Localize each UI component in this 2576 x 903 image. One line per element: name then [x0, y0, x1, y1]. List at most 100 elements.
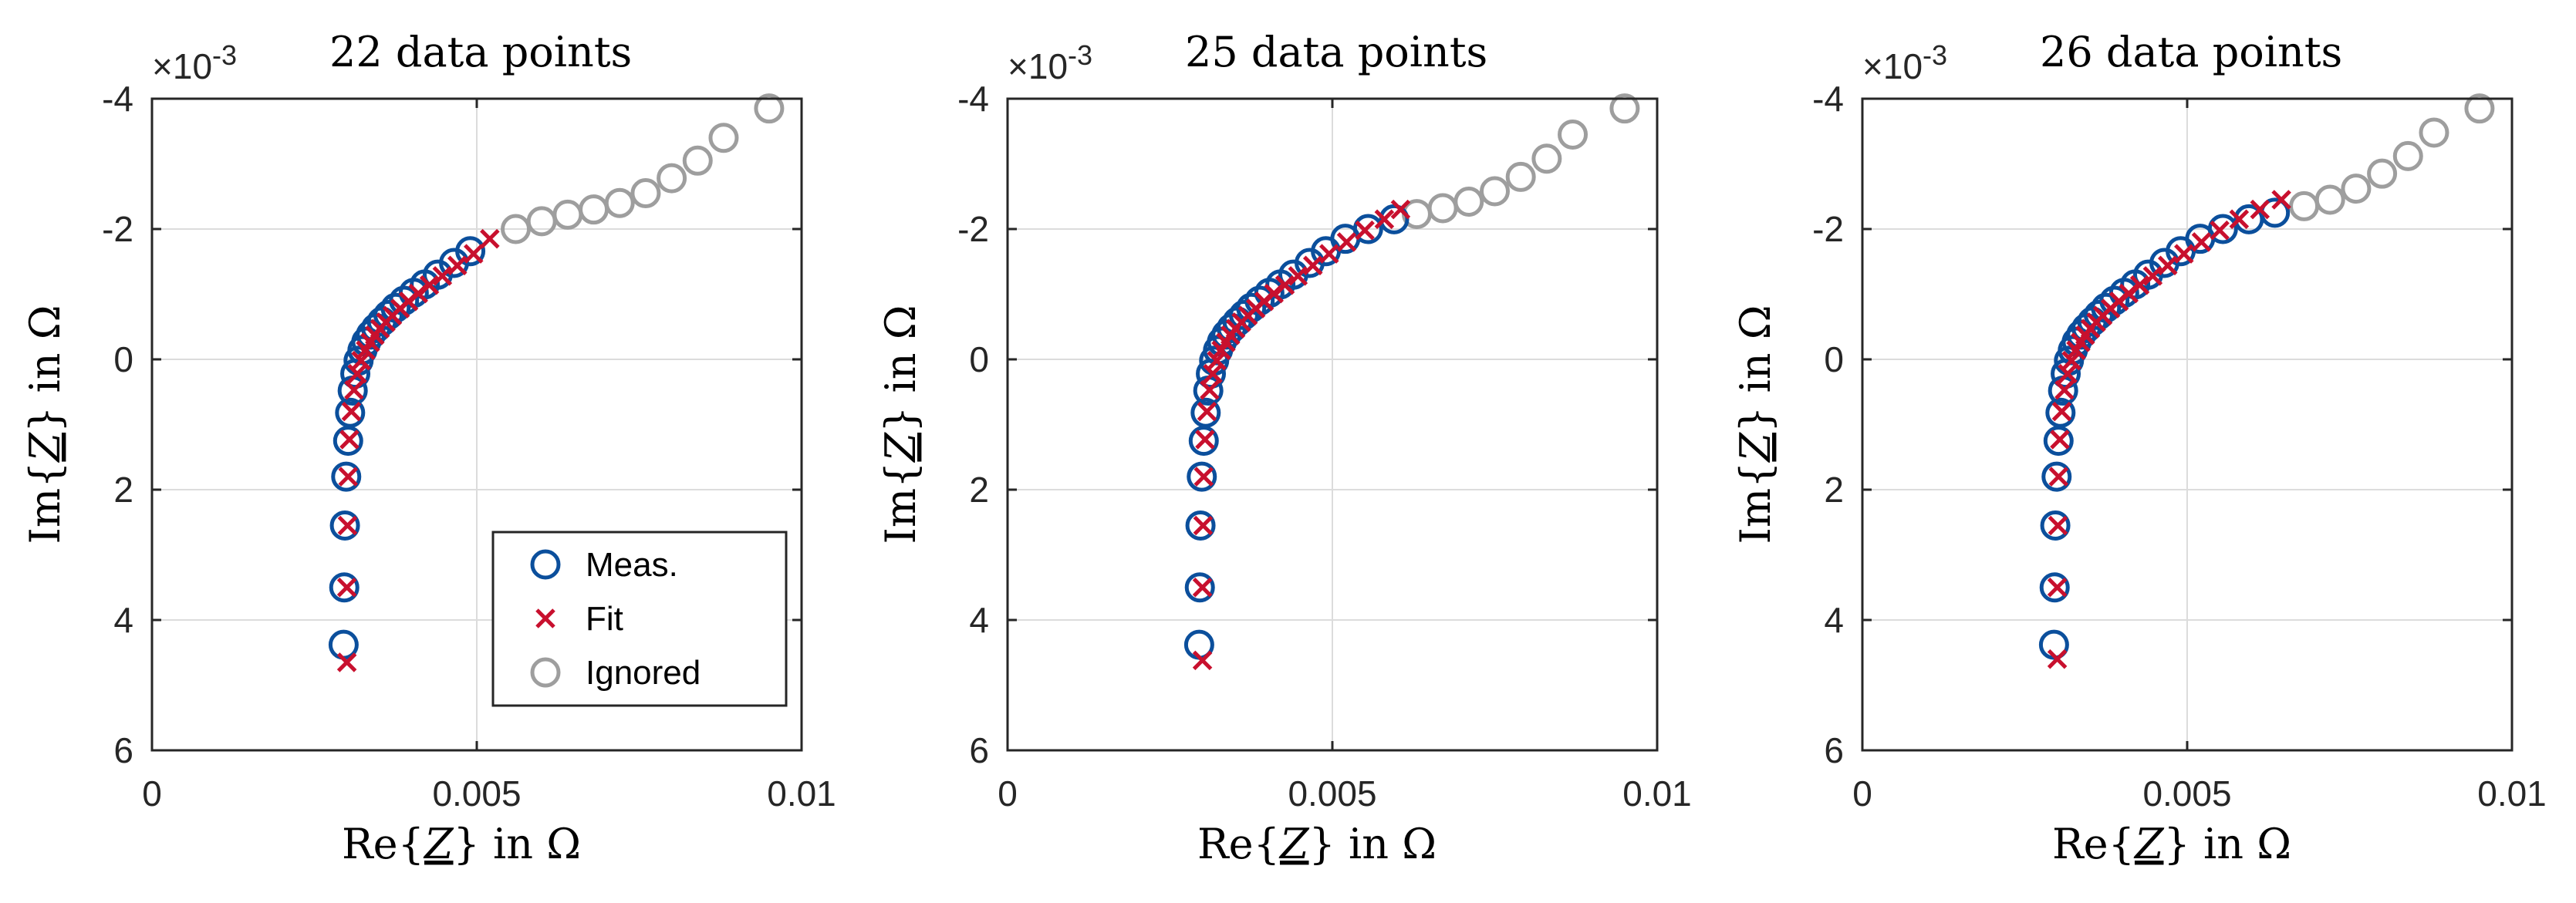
meas-point [2041, 461, 2072, 492]
fit-point [2048, 515, 2068, 536]
fit-point [1193, 467, 1214, 487]
fit-point [1319, 244, 1339, 264]
fit-point [464, 244, 484, 264]
y-tick-label: 6 [1824, 730, 1844, 770]
legend-label: Meas. [586, 546, 678, 584]
legend-box [491, 531, 788, 707]
meas-point [1379, 204, 1410, 234]
fit-point [2191, 232, 2212, 252]
ignored-point [682, 145, 713, 176]
ignored-point [2341, 174, 2372, 204]
ignored-point [1427, 193, 1458, 224]
y-tick-label: 6 [113, 730, 133, 770]
y-exponent-label: ×10-3 [1008, 39, 1092, 86]
meas-point [2039, 572, 2070, 603]
legend-label: Ignored [586, 654, 701, 692]
ignored-point [604, 187, 635, 218]
ignored-point [2392, 140, 2423, 171]
x-tick-label: 0.01 [1622, 773, 1692, 814]
chart-title: 22 data points [329, 28, 632, 76]
x-axis-label: Re{Z} in Ω [1197, 820, 1437, 868]
ignored-point [2289, 190, 2320, 221]
y-axis-label: Im{Z} in Ω [21, 305, 69, 544]
ignored-point [1480, 176, 1510, 207]
meas-point [1352, 214, 1383, 244]
y-tick-label: 4 [969, 600, 989, 640]
x-tick-label: 0.005 [432, 773, 521, 814]
fit-point [1193, 515, 1214, 536]
fit-point [1274, 275, 1295, 295]
meas-series [1183, 204, 1410, 660]
meas-point [2045, 397, 2076, 428]
fit-point [1288, 266, 1308, 286]
chart-panel-2: 0 0.005 0.01 -4 -2 0 2 4 6 ×10-3 25 data points Re{… [876, 28, 1692, 868]
ignored-series [2289, 93, 2495, 221]
meas-point [329, 572, 360, 603]
fit-point [339, 430, 360, 450]
ignored-series [501, 93, 785, 244]
ignored-point [2419, 117, 2449, 148]
ignored-point [630, 178, 661, 209]
fit-point [419, 275, 440, 295]
y-tick-label: 4 [113, 600, 133, 640]
y-tick-label: 2 [113, 470, 133, 510]
fit-point [1192, 577, 1213, 598]
ignored-point [1531, 143, 1562, 174]
fit-point [336, 577, 357, 598]
y-tick-label: -4 [1812, 79, 1844, 119]
ignored-point [2464, 93, 2495, 124]
fit-point [2047, 649, 2068, 669]
fit-point [351, 350, 371, 371]
ignored-point [2367, 158, 2398, 189]
legend-marker-meas [530, 549, 561, 580]
y-tick-label: -4 [102, 79, 133, 119]
fit-point [341, 401, 362, 422]
ignored-point [708, 123, 739, 153]
y-axis-label: Im{Z} in Ω [876, 305, 925, 544]
x-axis-label: Re{Z} in Ω [342, 820, 581, 868]
y-tick-label: 4 [1824, 600, 1844, 640]
fit-point [2129, 275, 2150, 295]
x-tick-label: 0.005 [2142, 773, 2231, 814]
fit-point [1374, 209, 1395, 230]
fit-point [1390, 199, 1411, 220]
fit-point [1192, 650, 1213, 671]
y-exponent-label: ×10-3 [1862, 39, 1947, 86]
fit-point [2142, 266, 2163, 286]
ignored-series [1401, 93, 1640, 230]
fit-point [1355, 220, 1375, 241]
fit-point [2210, 220, 2230, 241]
fit-point [432, 266, 453, 286]
meas-point [455, 236, 486, 267]
fit-point [2050, 430, 2070, 450]
grid [1862, 99, 2512, 750]
fit-point [1195, 430, 1215, 450]
meas-point [1185, 510, 1216, 541]
ignored-point [2314, 184, 2345, 215]
fit-series [2047, 190, 2291, 669]
fit-point [338, 467, 359, 487]
x-tick-label: 0 [1852, 773, 1872, 814]
fit-point [2048, 467, 2069, 487]
chart-panel-1: 0 0.005 0.01 -4 -2 0 2 4 6 ×10-3 22 data points Re{… [21, 28, 836, 868]
grid [1008, 99, 1657, 750]
y-exponent-label: ×10-3 [152, 39, 237, 86]
meas-point [1187, 461, 1217, 492]
legend-marker-ignored [530, 657, 561, 688]
meas-point [2207, 214, 2238, 244]
ignored-point [754, 93, 785, 124]
meas-point [1190, 397, 1221, 428]
y-tick-label: 2 [969, 470, 989, 510]
ignored-point [1505, 161, 1536, 192]
fit-point [1197, 401, 1217, 422]
ignored-point [526, 206, 557, 237]
fit-point [344, 379, 364, 400]
fit-point [1207, 350, 1227, 371]
ignored-point [657, 163, 687, 194]
ignored-point [501, 214, 532, 244]
legend: Meas. Fit Ignored [491, 531, 788, 707]
chart-title: 26 data points [2040, 28, 2342, 76]
fit-series [1192, 199, 1411, 671]
fit-point [2250, 199, 2270, 220]
